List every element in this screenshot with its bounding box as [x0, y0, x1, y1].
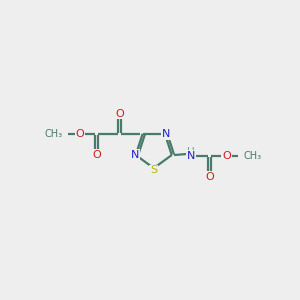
Text: CH₃: CH₃	[45, 129, 63, 139]
Text: N: N	[187, 151, 195, 161]
Text: O: O	[75, 129, 84, 139]
Text: H: H	[187, 147, 195, 157]
Text: O: O	[115, 109, 124, 118]
Text: N: N	[162, 129, 170, 139]
Text: O: O	[205, 172, 214, 182]
Text: N: N	[130, 150, 139, 160]
Text: CH₃: CH₃	[243, 151, 261, 161]
Text: O: O	[92, 150, 101, 160]
Text: S: S	[150, 165, 157, 176]
Text: O: O	[222, 151, 231, 161]
